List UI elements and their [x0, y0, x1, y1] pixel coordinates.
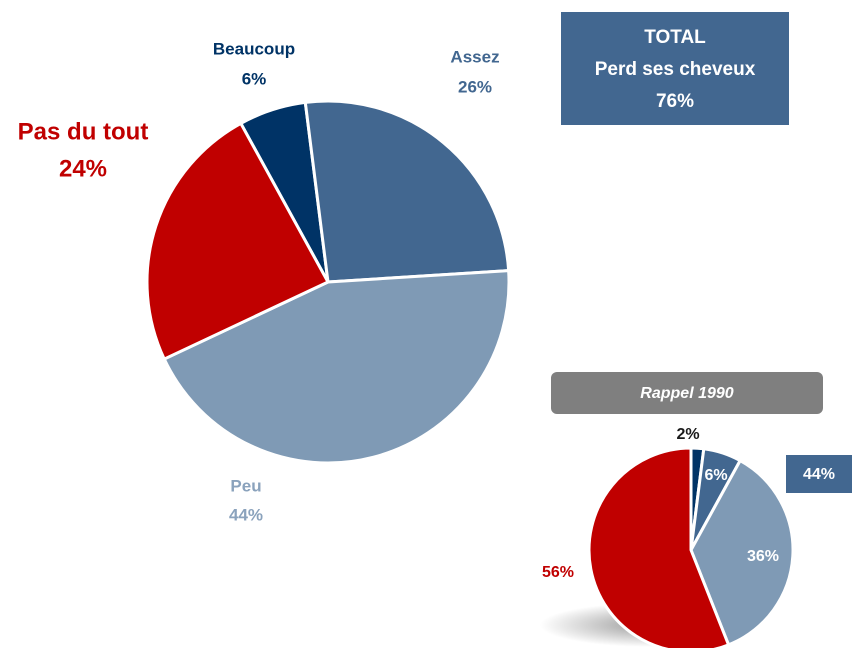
total-line: 76%: [656, 91, 694, 112]
pie-slice: [303, 99, 511, 284]
total-box: [561, 12, 789, 125]
slice-label: 26%: [458, 77, 492, 96]
pie-slice: [689, 459, 795, 647]
slice-category: Beaucoup: [213, 39, 295, 58]
slice-label: 56%: [542, 564, 574, 581]
slice-category: Peu: [230, 476, 261, 495]
slice-category: Pas du tout: [18, 118, 149, 145]
rappel-box: [551, 372, 823, 414]
total-line: Perd ses cheveux: [595, 59, 756, 80]
slice-label: 44%: [229, 505, 263, 524]
slice-category: Assez: [450, 47, 499, 66]
slice-label: 6%: [242, 69, 267, 88]
annotation: 44%: [803, 466, 835, 483]
slice-label: 6%: [704, 467, 727, 484]
slice-label: 36%: [747, 548, 779, 565]
annotation-box: [786, 455, 852, 493]
slice-label: 24%: [59, 155, 107, 182]
slice-label: 2%: [676, 426, 699, 443]
total-line: TOTAL: [644, 27, 706, 48]
chart-title: Rappel 1990: [640, 385, 733, 402]
pie-slice: [587, 446, 731, 648]
pie-slice: [145, 121, 330, 361]
